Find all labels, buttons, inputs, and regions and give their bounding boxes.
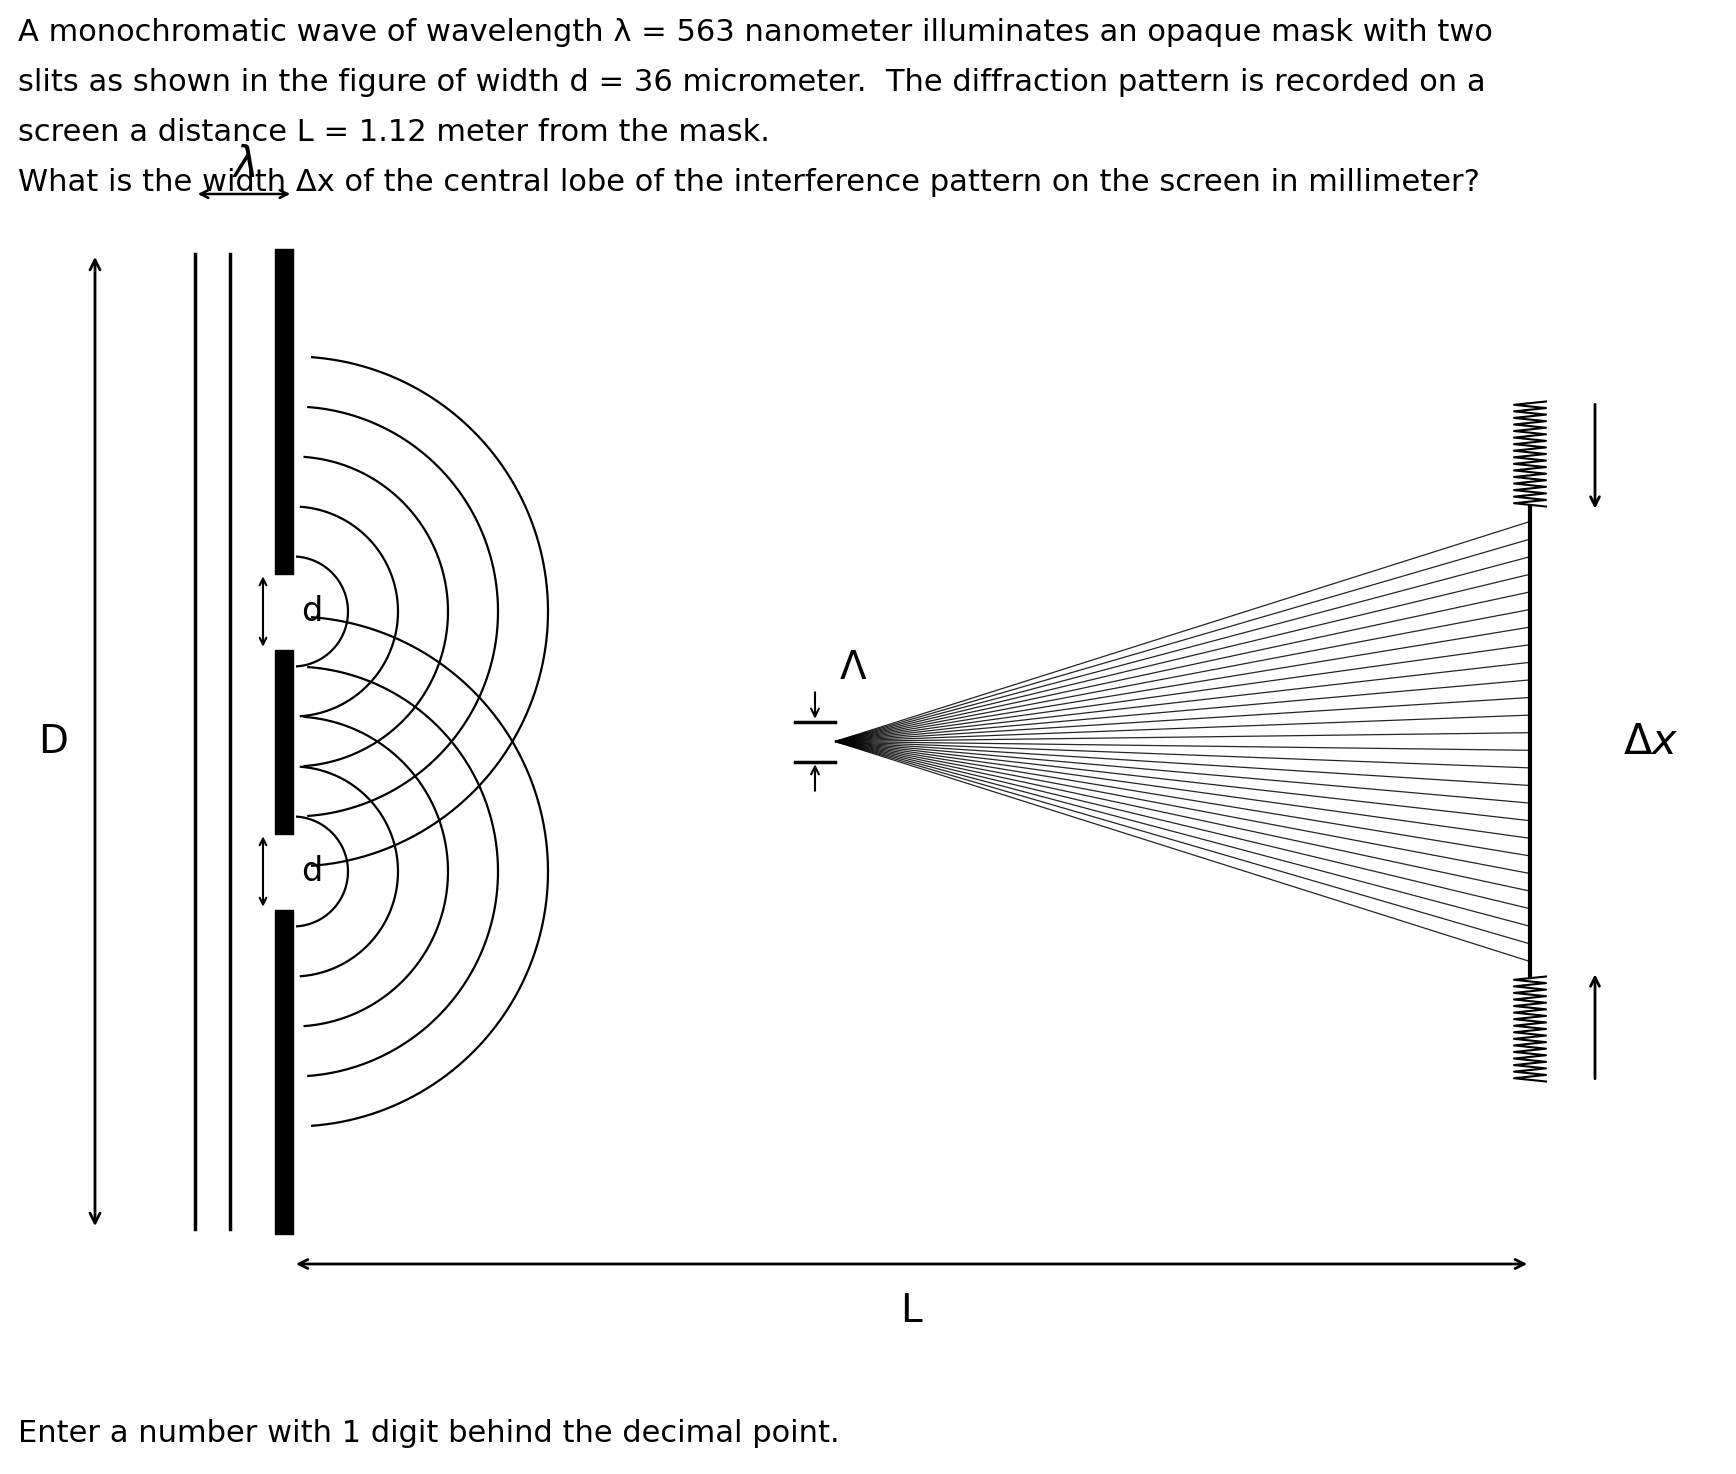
Text: $\lambda$: $\lambda$ xyxy=(233,144,257,186)
Text: Enter a number with 1 digit behind the decimal point.: Enter a number with 1 digit behind the d… xyxy=(17,1419,840,1447)
Text: d: d xyxy=(300,595,323,628)
Text: D: D xyxy=(38,722,68,761)
Text: slits as shown in the figure of width d = 36 micrometer.  The diffraction patter: slits as shown in the figure of width d … xyxy=(17,68,1486,97)
Text: $\Delta x$: $\Delta x$ xyxy=(1623,721,1679,762)
Text: $\Lambda$: $\Lambda$ xyxy=(838,649,868,687)
Text: d: d xyxy=(300,855,323,887)
Text: screen a distance L = 1.12 meter from the mask.: screen a distance L = 1.12 meter from th… xyxy=(17,118,769,147)
Text: What is the width Δx of the central lobe of the interference pattern on the scre: What is the width Δx of the central lobe… xyxy=(17,168,1479,198)
Text: L: L xyxy=(901,1293,922,1330)
Text: A monochromatic wave of wavelength λ = 563 nanometer illuminates an opaque mask : A monochromatic wave of wavelength λ = 5… xyxy=(17,18,1493,47)
